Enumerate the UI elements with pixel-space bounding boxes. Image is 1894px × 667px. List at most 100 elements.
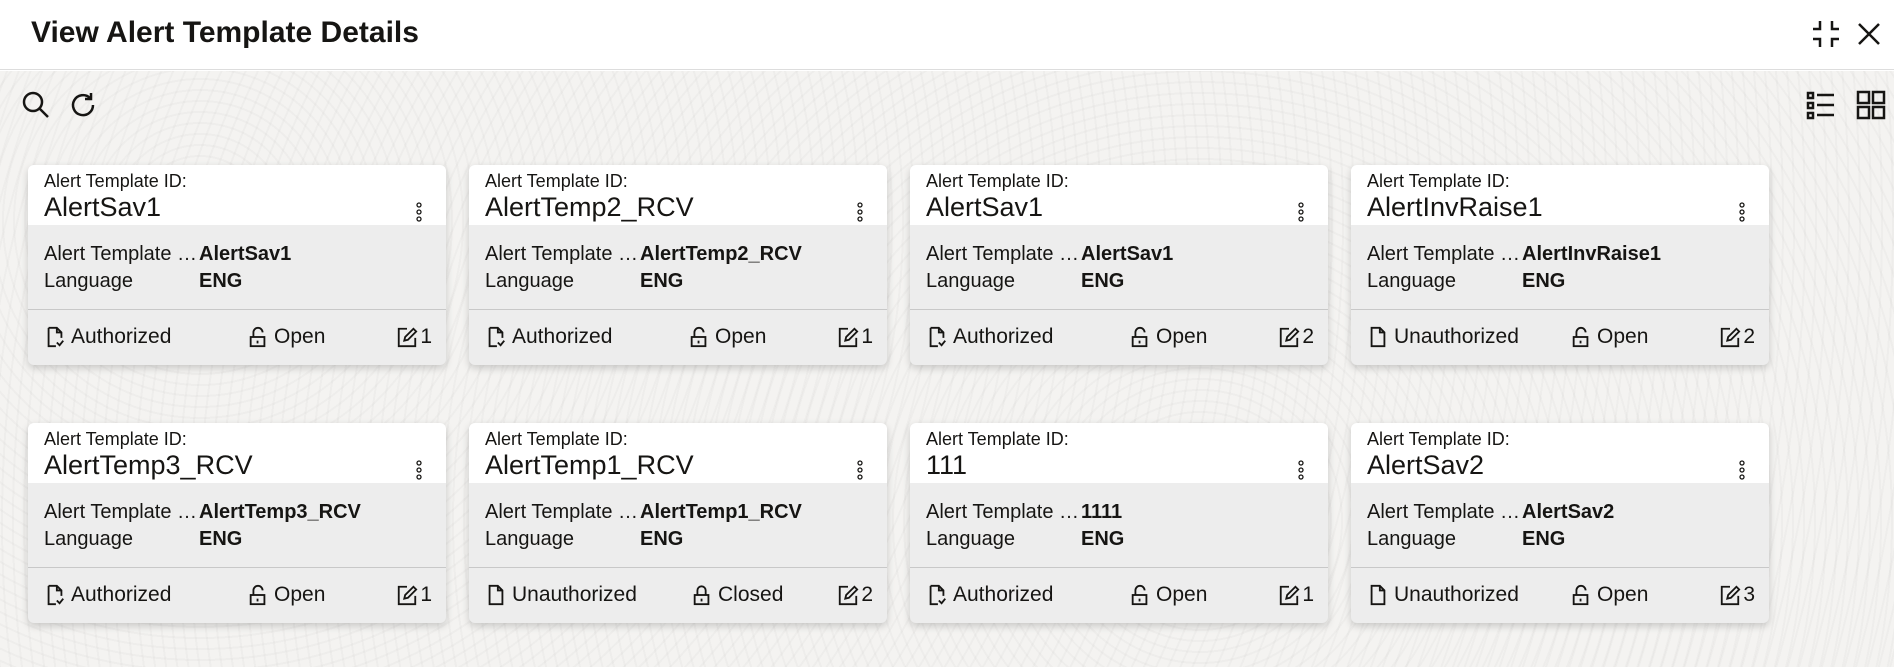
- language-label: Language: [926, 528, 1015, 550]
- name-label: Alert Template Name: [485, 501, 640, 523]
- name-label: Alert Template Name: [1367, 501, 1522, 523]
- language-value: ENG: [1081, 270, 1125, 292]
- template-card[interactable]: Alert Template ID: AlertTemp2_RCV Alert …: [469, 165, 887, 365]
- document-check-icon: [929, 326, 946, 348]
- template-card[interactable]: Alert Template ID: AlertInvRaise1 Alert …: [1351, 165, 1769, 365]
- lock-open-icon: [1131, 584, 1148, 606]
- language-value: ENG: [1081, 528, 1125, 550]
- id-label: Alert Template ID:: [926, 429, 1069, 449]
- language-label: Language: [1367, 528, 1456, 550]
- lock-status: Open: [274, 583, 326, 606]
- lock-open-icon: [690, 326, 707, 348]
- more-options-icon[interactable]: [1296, 201, 1306, 223]
- template-name: AlertSav2: [1522, 501, 1615, 523]
- lock-open-icon: [1131, 326, 1148, 348]
- auth-status: Authorized: [953, 325, 1054, 348]
- more-options-icon[interactable]: [855, 201, 865, 223]
- lock-status: Open: [715, 325, 767, 348]
- edit-icon: [1721, 585, 1741, 606]
- lock-status: Open: [274, 325, 326, 348]
- name-label: Alert Template Name: [44, 243, 199, 265]
- name-label: Alert Template Name: [926, 501, 1081, 523]
- name-label: Alert Template Name: [485, 243, 640, 265]
- more-options-icon[interactable]: [855, 459, 865, 481]
- grid-view-icon[interactable]: [1855, 89, 1887, 121]
- minimize-icon[interactable]: [1810, 18, 1842, 50]
- template-name: AlertSav1: [199, 243, 292, 265]
- edit-icon: [1280, 585, 1300, 606]
- name-label: Alert Template Name: [44, 501, 199, 523]
- edit-icon: [398, 327, 418, 348]
- edit-icon: [1721, 327, 1741, 348]
- name-label: Alert Template Name: [926, 243, 1081, 265]
- language-value: ENG: [1522, 270, 1566, 292]
- edit-icon: [839, 327, 859, 348]
- id-label: Alert Template ID:: [485, 429, 628, 449]
- version-number: 2: [1743, 325, 1755, 348]
- auth-status: Authorized: [512, 325, 613, 348]
- document-icon: [488, 584, 504, 606]
- edit-icon: [1280, 327, 1300, 348]
- language-label: Language: [44, 270, 133, 292]
- close-icon[interactable]: [1853, 18, 1885, 50]
- more-options-icon[interactable]: [414, 201, 424, 223]
- language-value: ENG: [640, 270, 684, 292]
- version-number: 1: [861, 325, 873, 348]
- page-title: View Alert Template Details: [31, 16, 419, 49]
- id-label: Alert Template ID:: [1367, 171, 1510, 191]
- language-value: ENG: [640, 528, 684, 550]
- lock-status: Open: [1156, 583, 1208, 606]
- document-icon: [1370, 326, 1386, 348]
- template-id: AlertSav1: [44, 192, 162, 222]
- auth-status: Authorized: [71, 325, 172, 348]
- refresh-icon[interactable]: [67, 89, 99, 121]
- template-id: AlertTemp3_RCV: [44, 450, 253, 480]
- document-check-icon: [929, 584, 946, 606]
- lock-status: Open: [1597, 583, 1649, 606]
- template-name: 1111: [1081, 501, 1123, 523]
- more-options-icon[interactable]: [1737, 201, 1747, 223]
- template-card[interactable]: Alert Template ID: 111 Alert Template Na…: [910, 423, 1328, 623]
- id-label: Alert Template ID:: [485, 171, 628, 191]
- id-label: Alert Template ID:: [926, 171, 1069, 191]
- lock-open-icon: [1572, 584, 1589, 606]
- template-name: AlertTemp2_RCV: [640, 243, 802, 265]
- version-number: 1: [1302, 583, 1314, 606]
- lock-status: Closed: [718, 583, 784, 606]
- version-number: 2: [861, 583, 873, 606]
- template-card[interactable]: Alert Template ID: AlertSav1 Alert Templ…: [28, 165, 446, 365]
- template-id: AlertSav1: [926, 192, 1044, 222]
- auth-status: Unauthorized: [512, 583, 637, 606]
- lock-open-icon: [1572, 326, 1589, 348]
- dialog-header: View Alert Template Details: [0, 0, 1894, 70]
- language-label: Language: [485, 270, 574, 292]
- language-value: ENG: [199, 270, 243, 292]
- template-card[interactable]: Alert Template ID: AlertTemp3_RCV Alert …: [28, 423, 446, 623]
- edit-icon: [839, 585, 859, 606]
- template-card[interactable]: Alert Template ID: AlertTemp1_RCV Alert …: [469, 423, 887, 623]
- template-id: AlertInvRaise1: [1367, 192, 1543, 222]
- lock-status: Open: [1597, 325, 1649, 348]
- template-name: AlertSav1: [1081, 243, 1174, 265]
- language-value: ENG: [1522, 528, 1566, 550]
- template-id: AlertSav2: [1367, 450, 1485, 480]
- template-card[interactable]: Alert Template ID: AlertSav2 Alert Templ…: [1351, 423, 1769, 623]
- lock-open-icon: [249, 584, 266, 606]
- template-card[interactable]: Alert Template ID: AlertSav1 Alert Templ…: [910, 165, 1328, 365]
- auth-status: Unauthorized: [1394, 583, 1519, 606]
- list-view-icon[interactable]: [1805, 89, 1837, 121]
- template-name: AlertInvRaise1: [1522, 243, 1661, 265]
- auth-status: Authorized: [71, 583, 172, 606]
- document-icon: [1370, 584, 1386, 606]
- version-number: 3: [1743, 583, 1755, 606]
- document-check-icon: [47, 326, 64, 348]
- template-name: AlertTemp1_RCV: [640, 501, 802, 523]
- lock-closed-icon: [693, 585, 710, 606]
- id-label: Alert Template ID:: [44, 429, 187, 449]
- more-options-icon[interactable]: [1296, 459, 1306, 481]
- more-options-icon[interactable]: [414, 459, 424, 481]
- search-icon[interactable]: [20, 89, 52, 121]
- more-options-icon[interactable]: [1737, 459, 1747, 481]
- language-label: Language: [485, 528, 574, 550]
- lock-status: Open: [1156, 325, 1208, 348]
